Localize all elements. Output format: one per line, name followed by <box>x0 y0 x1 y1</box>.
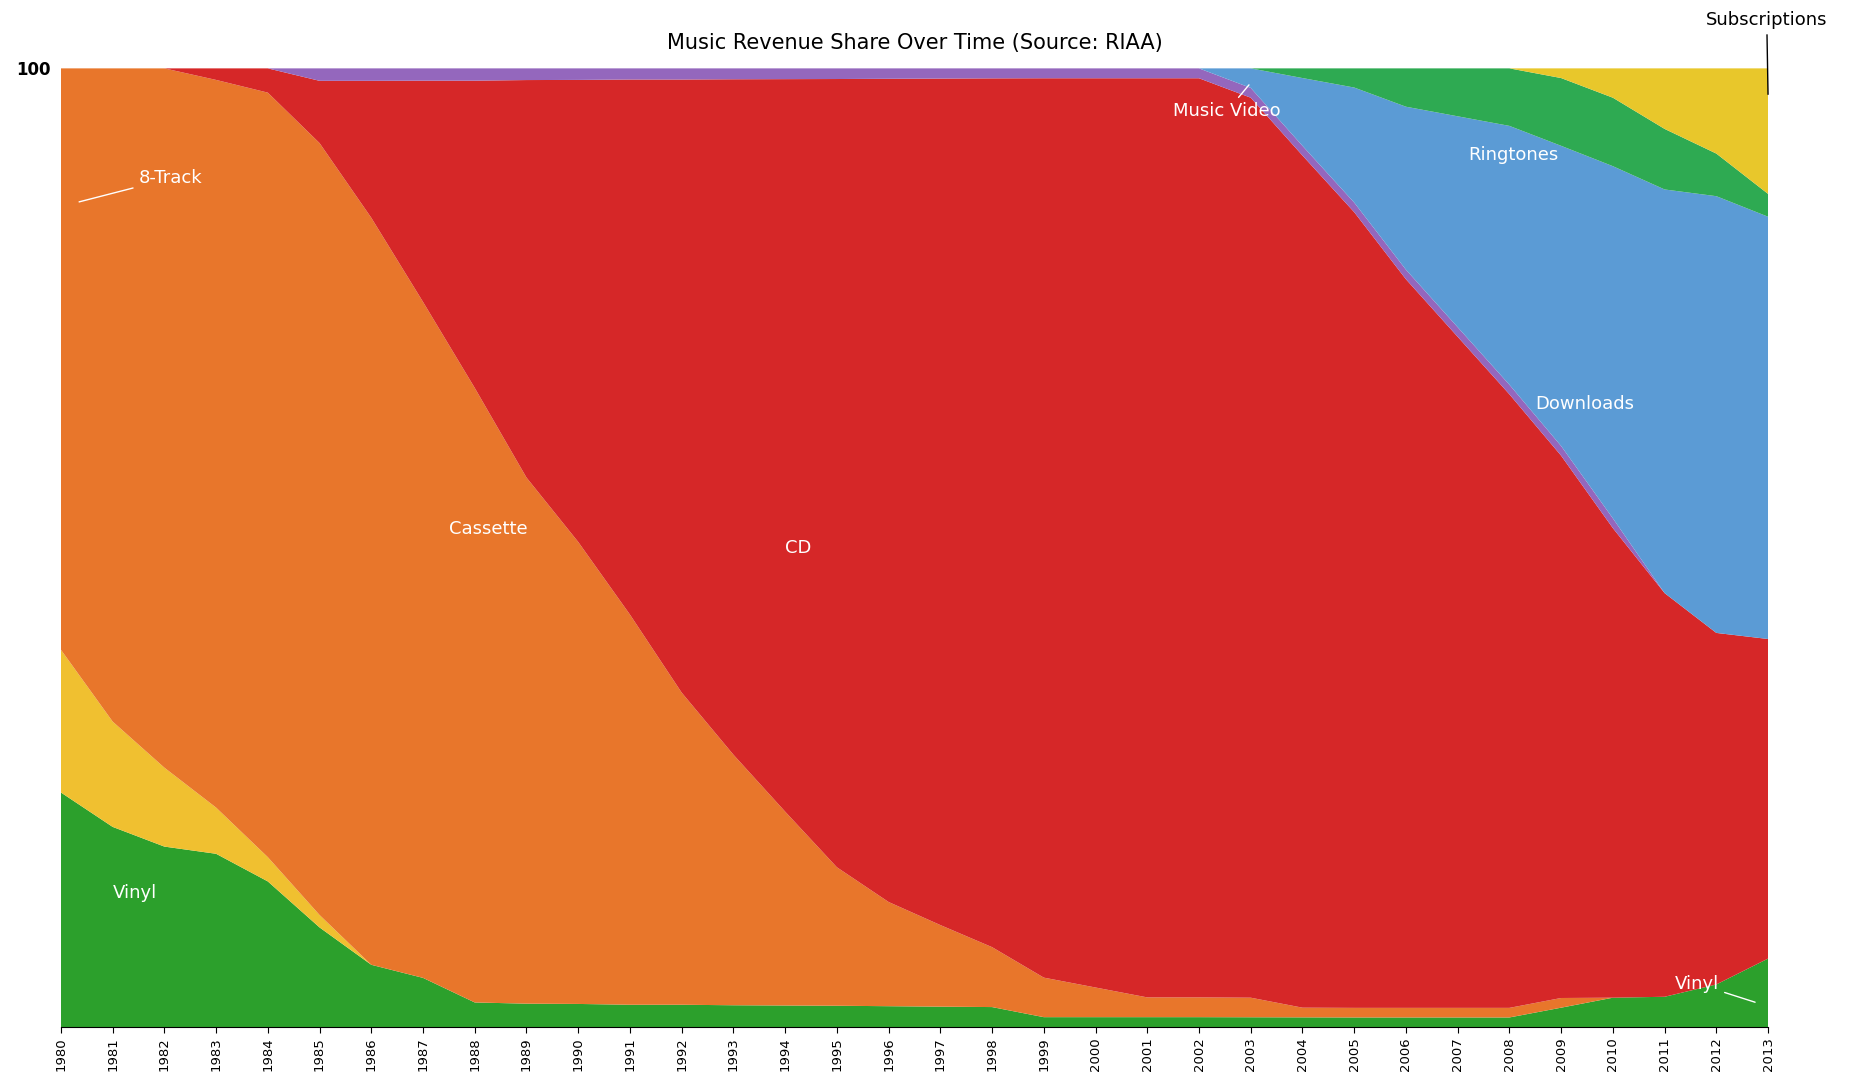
Text: 8-Track: 8-Track <box>80 170 202 202</box>
Text: CD: CD <box>784 539 812 557</box>
Text: Music Video: Music Video <box>1174 85 1281 121</box>
Text: Ringtones: Ringtones <box>1468 146 1557 163</box>
Title: Music Revenue Share Over Time (Source: RIAA): Music Revenue Share Over Time (Source: R… <box>667 33 1162 53</box>
Text: Downloads: Downloads <box>1535 395 1633 413</box>
Text: Vinyl: Vinyl <box>113 883 158 902</box>
Text: Cassette: Cassette <box>449 520 528 537</box>
Text: Vinyl: Vinyl <box>1674 975 1756 1002</box>
Text: Subscriptions: Subscriptions <box>1706 11 1828 95</box>
